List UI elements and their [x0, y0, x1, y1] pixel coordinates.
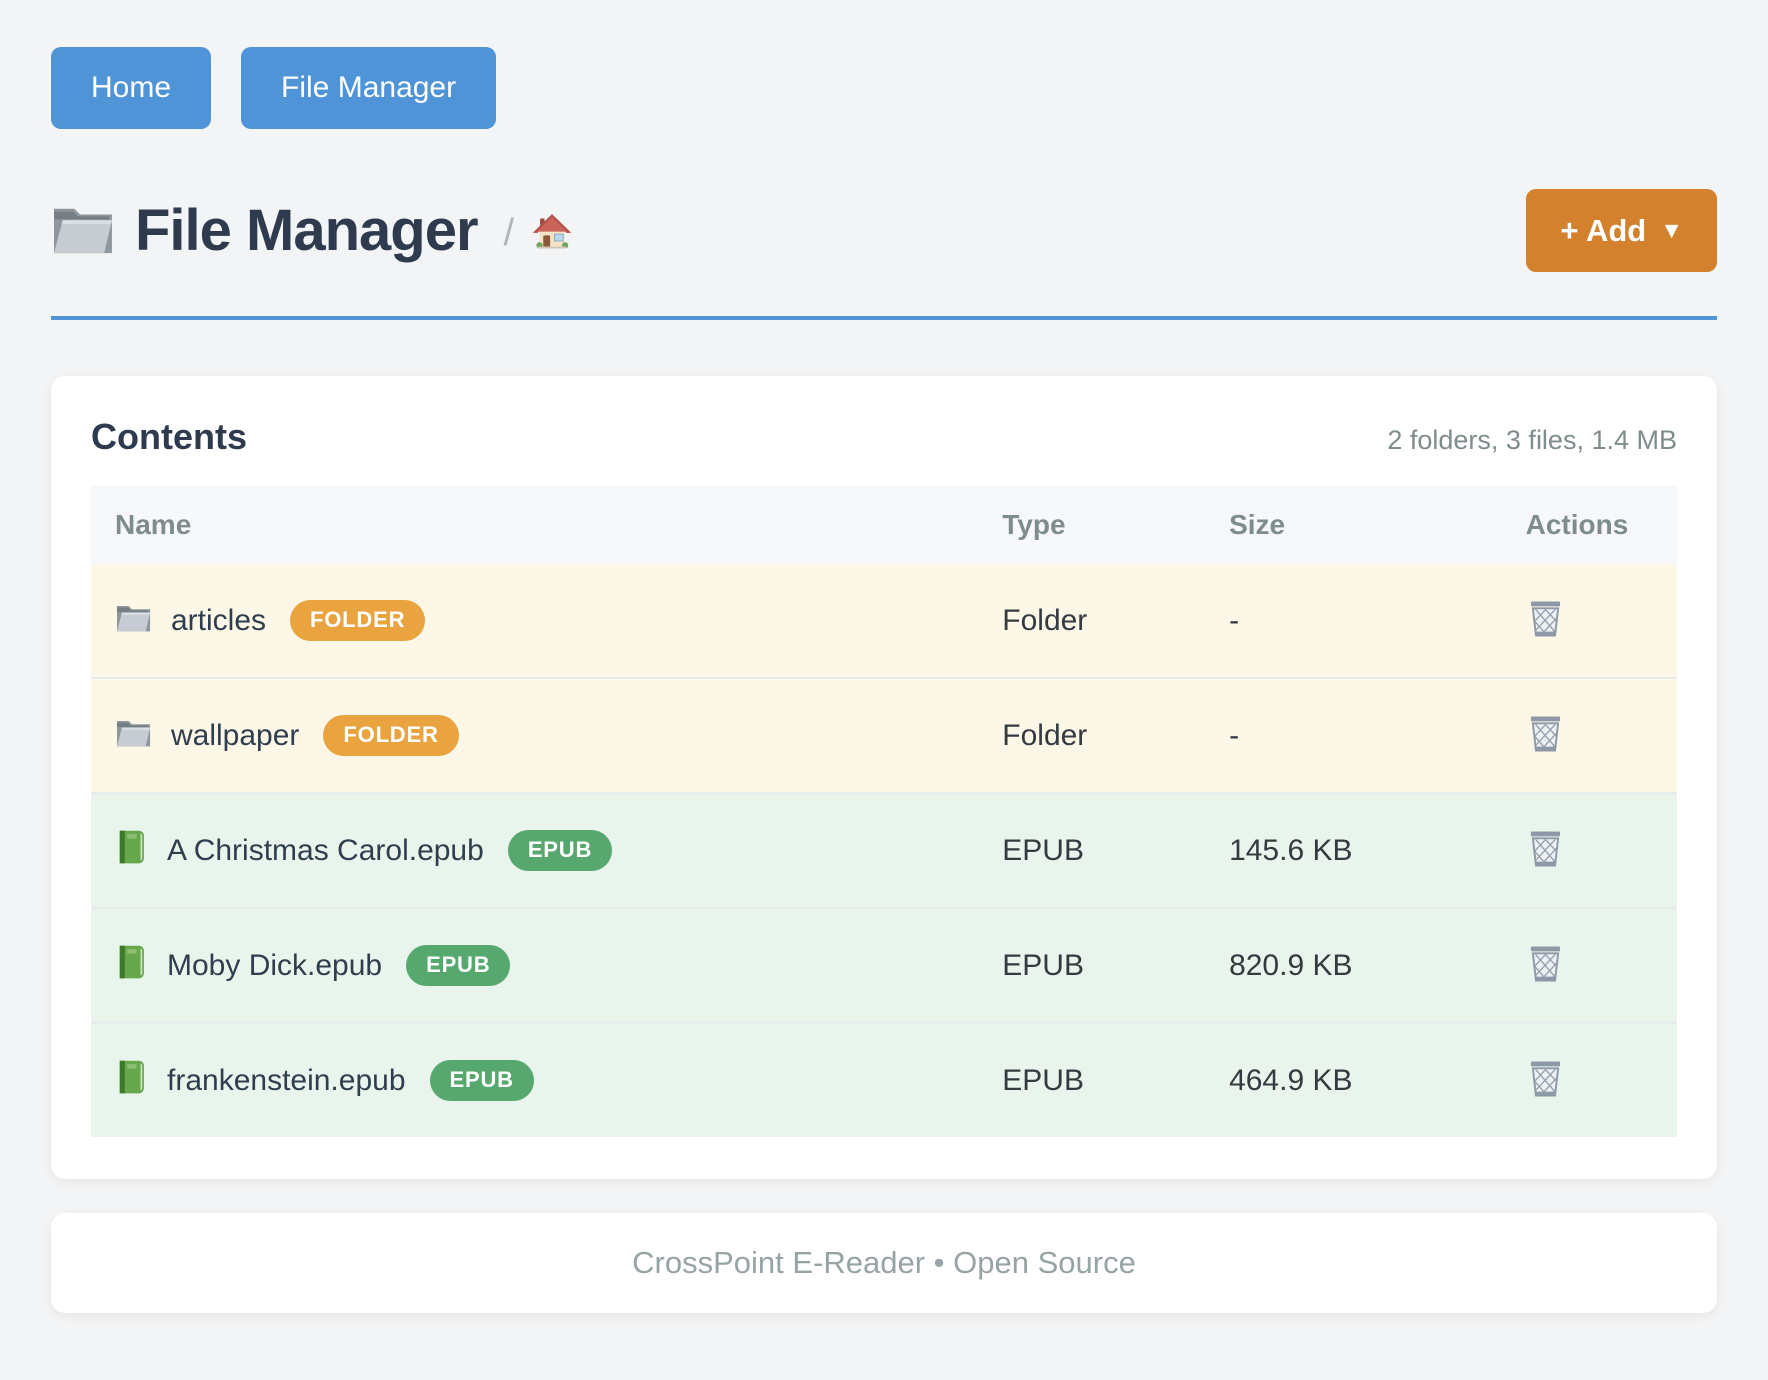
- column-header-actions: Actions: [1513, 486, 1677, 564]
- page-title: File Manager: [135, 198, 479, 263]
- column-header-type: Type: [990, 486, 1218, 564]
- type-badge: FOLDER: [290, 600, 426, 641]
- footer-card: CrossPoint E-Reader • Open Source: [51, 1213, 1717, 1313]
- folder-icon: [51, 200, 113, 261]
- delete-button[interactable]: [1528, 829, 1563, 872]
- delete-button[interactable]: [1528, 714, 1563, 757]
- delete-button[interactable]: [1528, 1059, 1563, 1102]
- house-icon[interactable]: [532, 212, 572, 255]
- page-header: File Manager / + Add ▼: [51, 189, 1717, 272]
- files-table: Name Type Size Actions articles FOLDER F…: [91, 486, 1677, 1137]
- contents-card-header: Contents 2 folders, 3 files, 1.4 MB: [91, 416, 1677, 458]
- table-row[interactable]: frankenstein.epub EPUB EPUB 464.9 KB: [91, 1022, 1677, 1137]
- add-button[interactable]: + Add ▼: [1526, 189, 1717, 272]
- folder-icon: [115, 716, 151, 756]
- file-name: A Christmas Carol.epub: [167, 833, 484, 867]
- type-badge: EPUB: [507, 830, 613, 871]
- type-cell: Folder: [990, 677, 1218, 793]
- column-header-name: Name: [91, 486, 991, 564]
- trash-icon: [1528, 829, 1563, 872]
- delete-button[interactable]: [1528, 944, 1563, 987]
- table-header-row: Name Type Size Actions: [91, 486, 1677, 564]
- column-header-size: Size: [1217, 486, 1514, 564]
- green-book-icon: [115, 944, 147, 988]
- type-cell: EPUB: [990, 1022, 1218, 1137]
- contents-card: Contents 2 folders, 3 files, 1.4 MB Name…: [51, 376, 1717, 1179]
- breadcrumb-separator: /: [503, 212, 515, 254]
- type-badge: EPUB: [406, 945, 511, 986]
- delete-button[interactable]: [1528, 599, 1563, 642]
- size-cell: -: [1217, 564, 1514, 678]
- size-cell: -: [1217, 677, 1514, 793]
- title-divider: [51, 316, 1717, 320]
- nav-button-home[interactable]: Home: [51, 47, 212, 129]
- table-row[interactable]: A Christmas Carol.epub EPUB EPUB 145.6 K…: [91, 792, 1677, 908]
- type-badge: FOLDER: [323, 715, 459, 756]
- type-badge: EPUB: [429, 1060, 534, 1101]
- trash-icon: [1528, 714, 1563, 757]
- table-row[interactable]: wallpaper FOLDER Folder -: [91, 677, 1677, 793]
- top-nav: Home File Manager: [51, 47, 1717, 129]
- table-row[interactable]: articles FOLDER Folder -: [91, 564, 1677, 678]
- green-book-icon: [115, 1059, 147, 1103]
- caret-down-icon: ▼: [1660, 217, 1683, 243]
- title-group: File Manager /: [51, 197, 572, 264]
- file-name: Moby Dick.epub: [167, 948, 383, 982]
- contents-title: Contents: [91, 416, 247, 457]
- table-row[interactable]: Moby Dick.epub EPUB EPUB 820.9 KB: [91, 907, 1677, 1023]
- nav-button-file-manager[interactable]: File Manager: [241, 47, 497, 129]
- type-cell: Folder: [990, 564, 1218, 678]
- folder-name: articles: [171, 603, 267, 637]
- size-cell: 820.9 KB: [1217, 907, 1514, 1023]
- folder-icon: [115, 601, 151, 641]
- trash-icon: [1528, 1059, 1563, 1102]
- page: Home File Manager File Manager / + Add ▼…: [51, 47, 1717, 1313]
- contents-summary: 2 folders, 3 files, 1.4 MB: [1387, 425, 1677, 455]
- type-cell: EPUB: [990, 792, 1218, 908]
- type-cell: EPUB: [990, 907, 1218, 1023]
- trash-icon: [1528, 944, 1563, 987]
- folder-name: wallpaper: [171, 718, 300, 752]
- footer-text: CrossPoint E-Reader • Open Source: [632, 1245, 1136, 1280]
- size-cell: 145.6 KB: [1217, 792, 1514, 908]
- add-button-label: + Add: [1560, 213, 1647, 248]
- file-name: frankenstein.epub: [167, 1063, 406, 1097]
- trash-icon: [1528, 599, 1563, 642]
- green-book-icon: [115, 829, 147, 873]
- size-cell: 464.9 KB: [1217, 1022, 1514, 1137]
